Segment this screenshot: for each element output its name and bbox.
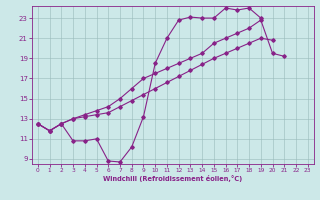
X-axis label: Windchill (Refroidissement éolien,°C): Windchill (Refroidissement éolien,°C) <box>103 175 243 182</box>
